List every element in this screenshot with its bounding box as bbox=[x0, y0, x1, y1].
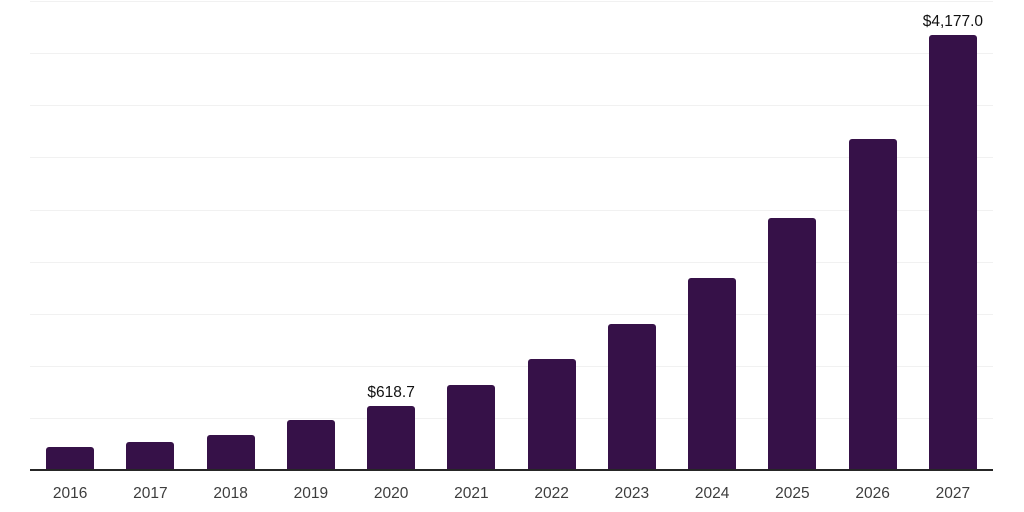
gridline bbox=[30, 157, 993, 159]
x-tick-2018: 2018 bbox=[213, 485, 248, 502]
x-tick-2022: 2022 bbox=[534, 485, 569, 502]
gridline bbox=[30, 1, 993, 3]
data-label-2027: $4,177.0 bbox=[922, 12, 984, 30]
gridline bbox=[30, 209, 993, 211]
gridline bbox=[30, 105, 993, 107]
data-label-2020: $618.7 bbox=[367, 383, 415, 401]
gridline bbox=[30, 417, 993, 419]
bar-2021[interactable] bbox=[447, 385, 496, 470]
x-tick-2024: 2024 bbox=[694, 485, 730, 502]
bar-2019[interactable] bbox=[286, 420, 335, 470]
bar-2023[interactable] bbox=[607, 323, 656, 470]
bar-2017[interactable] bbox=[126, 442, 175, 470]
gridline bbox=[30, 365, 993, 367]
x-tick-2019: 2019 bbox=[293, 485, 329, 502]
x-tick-2021: 2021 bbox=[454, 485, 489, 502]
bar-2025[interactable] bbox=[768, 217, 817, 470]
x-tick-2026: 2026 bbox=[855, 485, 890, 502]
x-tick-2020: 2020 bbox=[373, 485, 409, 502]
x-tick-2025: 2025 bbox=[775, 485, 810, 502]
x-tick-2023: 2023 bbox=[614, 485, 650, 502]
bar-2016[interactable] bbox=[46, 446, 95, 470]
x-tick-2017: 2017 bbox=[133, 485, 168, 502]
bar-2022[interactable] bbox=[527, 358, 576, 470]
bar-2027[interactable] bbox=[928, 34, 977, 470]
x-tick-2016: 2016 bbox=[52, 485, 88, 502]
bar-2026[interactable] bbox=[848, 138, 897, 470]
gridline bbox=[30, 313, 993, 315]
gridline bbox=[30, 261, 993, 263]
bar-2020[interactable] bbox=[367, 405, 416, 470]
bar-2024[interactable] bbox=[688, 277, 737, 470]
x-tick-2027: 2027 bbox=[935, 485, 971, 502]
gridline bbox=[30, 53, 993, 55]
x-axis-line bbox=[30, 469, 993, 471]
bar-2018[interactable] bbox=[206, 435, 255, 470]
